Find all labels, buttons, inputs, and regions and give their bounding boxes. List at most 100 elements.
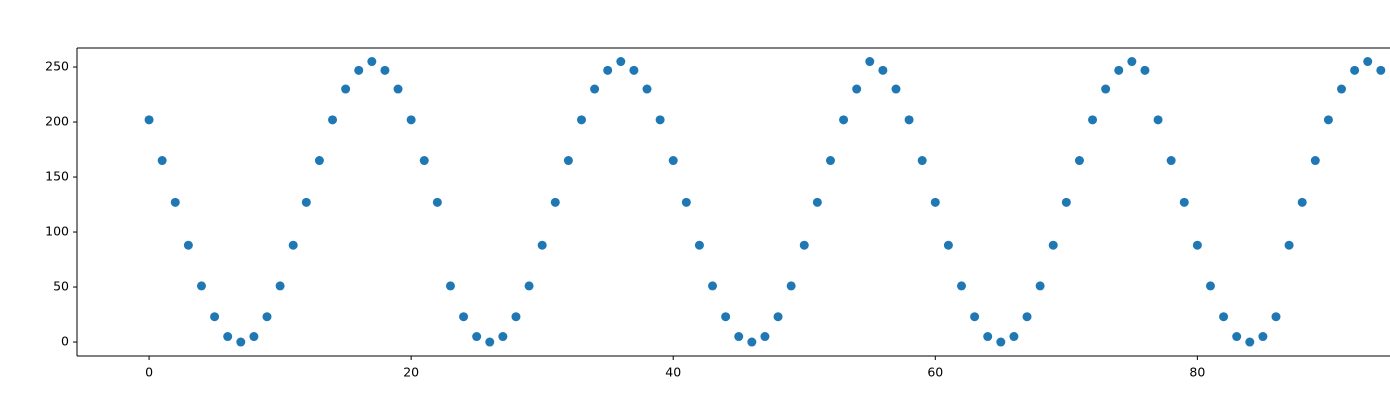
point [970, 312, 980, 322]
point [760, 332, 770, 342]
point [943, 240, 953, 250]
point [511, 312, 521, 322]
point [1153, 115, 1163, 125]
point [1192, 240, 1202, 250]
point [1166, 156, 1176, 166]
point [406, 115, 416, 125]
point [812, 197, 822, 207]
point [262, 312, 272, 322]
point [1350, 65, 1360, 75]
point [1022, 312, 1032, 322]
point [904, 115, 914, 125]
x-tick-label: 80 [1189, 365, 1205, 380]
point [1376, 65, 1386, 75]
point [1088, 115, 1098, 125]
point [1179, 197, 1189, 207]
point [839, 115, 849, 125]
point [1205, 281, 1215, 291]
point [459, 312, 469, 322]
point [1048, 240, 1058, 250]
x-tick-label: 40 [665, 365, 681, 380]
point [1245, 337, 1255, 347]
point [393, 84, 403, 94]
point [799, 240, 809, 250]
point [694, 240, 704, 250]
point [563, 156, 573, 166]
point [445, 281, 455, 291]
point [878, 65, 888, 75]
point [957, 281, 967, 291]
point [576, 115, 586, 125]
point [917, 156, 927, 166]
x-tick-label: 20 [403, 365, 419, 380]
point [380, 65, 390, 75]
point [734, 332, 744, 342]
point [747, 337, 757, 347]
point [1271, 312, 1281, 322]
point [773, 312, 783, 322]
x-tick-label: 0 [145, 365, 153, 380]
point [721, 312, 731, 322]
point [590, 84, 600, 94]
point [1061, 197, 1071, 207]
point [301, 197, 311, 207]
point [288, 240, 298, 250]
point [655, 115, 665, 125]
point [144, 115, 154, 125]
y-tick-label: 0 [61, 334, 69, 349]
point [1258, 332, 1268, 342]
point [183, 240, 193, 250]
point [341, 84, 351, 94]
point [708, 281, 718, 291]
point [603, 65, 613, 75]
point [1323, 115, 1333, 125]
point [642, 84, 652, 94]
point [275, 281, 285, 291]
point [629, 65, 639, 75]
point [524, 281, 534, 291]
point [1127, 57, 1137, 67]
point [1363, 57, 1373, 67]
y-tick-label: 100 [45, 224, 69, 239]
point [472, 332, 482, 342]
x-tick-label: 60 [927, 365, 943, 380]
point [1337, 84, 1347, 94]
point [930, 197, 940, 207]
point [891, 84, 901, 94]
point [550, 197, 560, 207]
point [236, 337, 246, 347]
y-tick-label: 200 [45, 114, 69, 129]
point [1074, 156, 1084, 166]
point [681, 197, 691, 207]
point [210, 312, 220, 322]
point [419, 156, 429, 166]
point [196, 281, 206, 291]
y-tick-label: 250 [45, 59, 69, 74]
point [314, 156, 324, 166]
point [1219, 312, 1229, 322]
point [367, 57, 377, 67]
point [825, 156, 835, 166]
point [1140, 65, 1150, 75]
point [249, 332, 259, 342]
point [1310, 156, 1320, 166]
point [1114, 65, 1124, 75]
point [354, 65, 364, 75]
point [157, 156, 167, 166]
y-tick-label: 150 [45, 169, 69, 184]
point [170, 197, 180, 207]
point [1297, 197, 1307, 207]
point [852, 84, 862, 94]
point [485, 337, 495, 347]
point [223, 332, 233, 342]
point [786, 281, 796, 291]
point [983, 332, 993, 342]
point [1035, 281, 1045, 291]
point [865, 57, 875, 67]
point [328, 115, 338, 125]
point [537, 240, 547, 250]
y-tick-label: 50 [53, 279, 69, 294]
point [616, 57, 626, 67]
